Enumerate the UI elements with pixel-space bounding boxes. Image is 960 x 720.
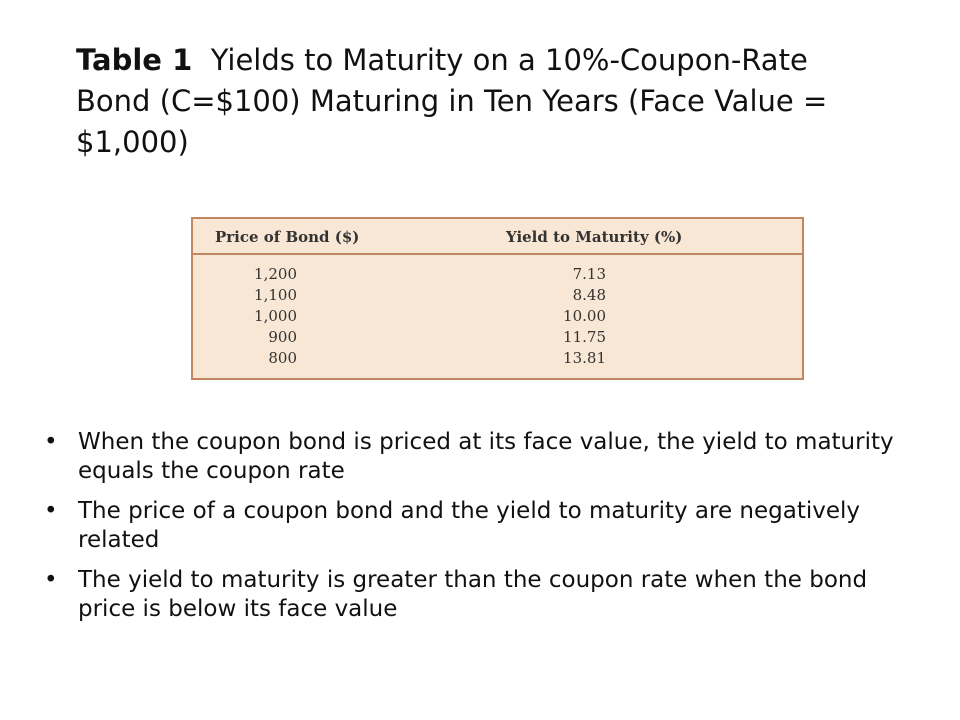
bullet-icon: • bbox=[44, 567, 58, 593]
slide-title: Table 1 Yields to Maturity on a 10%-Coup… bbox=[76, 40, 836, 163]
ytm-column-header: Yield to Maturity (%) bbox=[506, 228, 683, 246]
bullet-text: When the coupon bond is priced at its fa… bbox=[78, 429, 894, 484]
table-row: 1,200 7.13 bbox=[193, 265, 802, 286]
title-text: Yields to Maturity on a 10%-Coupon-Rate … bbox=[76, 43, 828, 159]
ytm-cell: 8.48 bbox=[572, 286, 606, 304]
table-row: 1,000 10.00 bbox=[193, 307, 802, 328]
price-cell: 800 bbox=[268, 349, 297, 367]
bullet-item: • The price of a coupon bond and the yie… bbox=[44, 497, 914, 555]
table-header-row: Price of Bond ($) Yield to Maturity (%) bbox=[193, 219, 802, 255]
ytm-cell: 13.81 bbox=[563, 349, 606, 367]
bullet-text: The yield to maturity is greater than th… bbox=[78, 567, 868, 622]
yield-table: Price of Bond ($) Yield to Maturity (%) … bbox=[191, 217, 804, 380]
ytm-cell: 11.75 bbox=[563, 328, 606, 346]
bullet-icon: • bbox=[44, 498, 58, 524]
table-row: 900 11.75 bbox=[193, 328, 802, 349]
bullet-item: • The yield to maturity is greater than … bbox=[44, 566, 914, 624]
table-body: 1,200 7.13 1,100 8.48 1,000 10.00 900 11… bbox=[193, 255, 802, 370]
bullet-icon: • bbox=[44, 429, 58, 455]
table-row: 800 13.81 bbox=[193, 349, 802, 370]
table-row: 1,100 8.48 bbox=[193, 286, 802, 307]
price-cell: 1,200 bbox=[254, 265, 297, 283]
ytm-cell: 10.00 bbox=[563, 307, 606, 325]
price-column-header: Price of Bond ($) bbox=[215, 228, 360, 246]
bullet-item: • When the coupon bond is priced at its … bbox=[44, 428, 914, 486]
ytm-cell: 7.13 bbox=[572, 265, 606, 283]
bullet-text: The price of a coupon bond and the yield… bbox=[78, 498, 861, 553]
bullet-list: • When the coupon bond is priced at its … bbox=[44, 428, 914, 635]
price-cell: 1,100 bbox=[254, 286, 297, 304]
table-label: Table 1 bbox=[76, 43, 193, 77]
price-cell: 900 bbox=[268, 328, 297, 346]
price-cell: 1,000 bbox=[254, 307, 297, 325]
